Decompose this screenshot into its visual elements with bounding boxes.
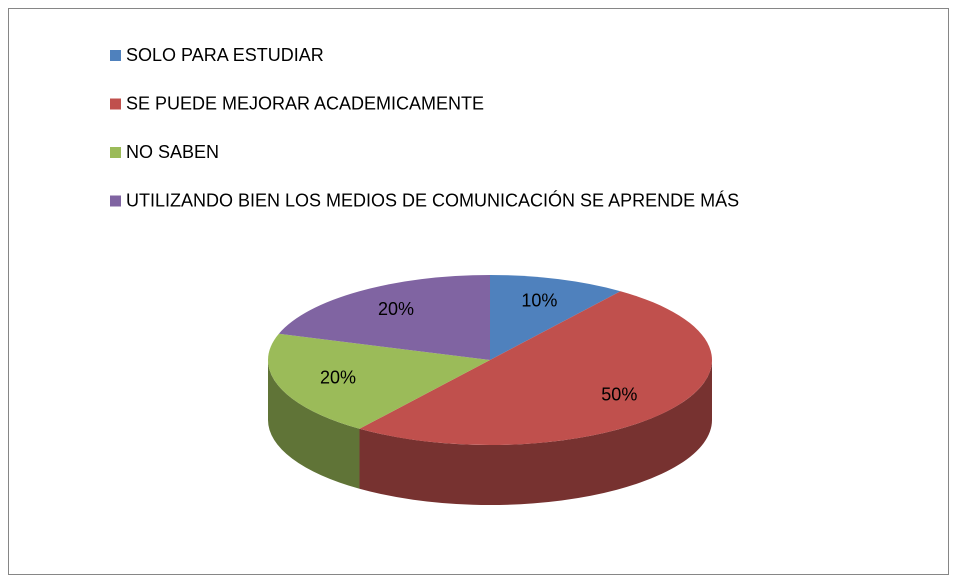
data-label: 10% [521, 291, 557, 311]
data-label: 20% [320, 368, 356, 388]
legend-label: SE PUEDE MEJORAR ACADEMICAMENTE [126, 93, 484, 113]
pie-side [359, 360, 712, 505]
legend-swatch [110, 147, 121, 158]
legend-label: NO SABEN [126, 142, 219, 162]
pie-slice [278, 275, 490, 360]
data-label: 20% [378, 299, 414, 319]
pie-side [268, 360, 360, 489]
legend-label: SOLO PARA ESTUDIAR [126, 45, 324, 65]
pie-slice [490, 275, 621, 360]
legend-swatch [110, 50, 121, 61]
legend-swatch [110, 98, 121, 110]
legend-swatch [110, 195, 121, 207]
data-label: 50% [601, 385, 637, 405]
legend-label: UTILIZANDO BIEN LOS MEDIOS DE COMUNICACI… [126, 189, 739, 210]
pie-slice [268, 333, 490, 429]
pie-slice [359, 291, 712, 446]
